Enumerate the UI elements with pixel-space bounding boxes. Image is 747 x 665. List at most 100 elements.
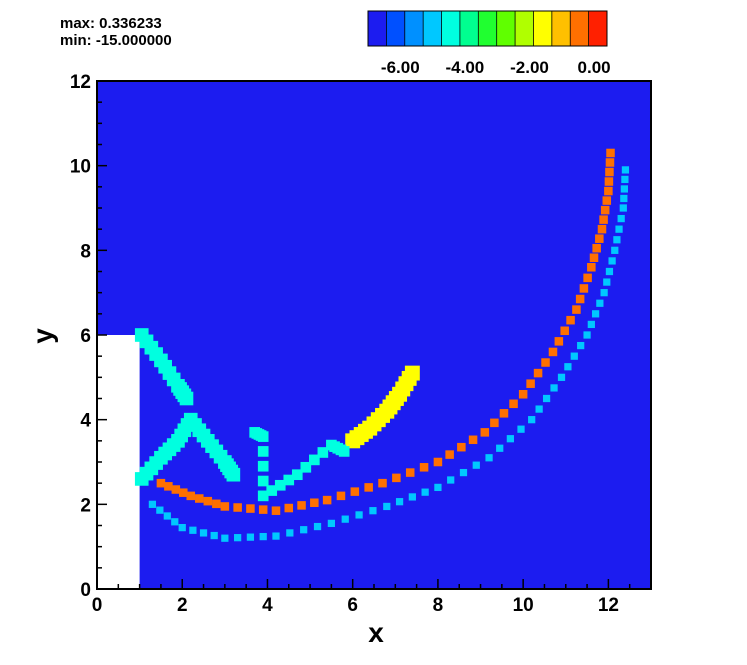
- feature-cell: [620, 194, 628, 203]
- feature-cell: [499, 409, 509, 418]
- feature-cell: [509, 399, 518, 409]
- feature-cell: [550, 384, 558, 392]
- feature-cell: [297, 501, 306, 510]
- feature-cell: [587, 320, 595, 329]
- feature-cell: [480, 428, 490, 437]
- colorbar-tick-label: -2.00: [510, 58, 549, 77]
- feature-cell: [589, 253, 599, 263]
- feature-cell: [597, 224, 607, 234]
- feature-cell: [591, 310, 600, 318]
- feature-cell: [199, 529, 208, 537]
- feature-cell: [369, 507, 377, 515]
- colorbar-swatch: [570, 11, 590, 46]
- feature-cell: [212, 499, 221, 509]
- colorbar-tick-label: 0.00: [578, 58, 611, 77]
- feature-cell: [156, 478, 166, 488]
- feature-cell: [234, 534, 242, 542]
- feature-cell: [579, 284, 589, 293]
- feature-cell: [419, 463, 429, 472]
- y-tick-label: 4: [80, 411, 91, 432]
- feature-cell: [518, 390, 528, 399]
- feature-cell: [619, 204, 627, 212]
- feature-cell: [309, 454, 320, 466]
- feature-cell: [257, 460, 269, 472]
- feature-cell: [548, 347, 558, 357]
- feature-cell: [259, 532, 267, 541]
- feature-cell: [233, 503, 242, 512]
- feature-cell: [611, 246, 619, 254]
- feature-cell: [203, 496, 213, 506]
- colorbar-frame: [367, 10, 608, 47]
- feature-cell: [433, 457, 443, 467]
- feature-cell: [189, 526, 197, 534]
- feature-lower-wall-jet: [134, 412, 241, 486]
- feature-cell: [603, 278, 611, 286]
- feature-cell: [526, 379, 535, 388]
- feature-cell: [604, 177, 614, 186]
- colorbar-swatch: [423, 11, 443, 46]
- colorbar-swatch: [588, 11, 608, 46]
- feature-cell: [171, 518, 179, 526]
- feature-cell: [246, 533, 255, 541]
- feature-cell: [405, 468, 415, 477]
- feature-cell: [171, 485, 181, 494]
- feature-cell: [313, 522, 322, 531]
- feature-cell: [621, 175, 629, 184]
- feature-cell: [605, 267, 614, 276]
- feature-cell: [517, 425, 525, 433]
- feature-cell: [284, 503, 294, 513]
- x-tick-label: 8: [433, 595, 444, 616]
- feature-cell: [220, 502, 230, 511]
- feature-cell: [156, 506, 164, 514]
- feature-cell: [560, 326, 569, 336]
- x-tick-label: 2: [177, 595, 188, 616]
- feature-cell: [179, 488, 188, 497]
- feature-cell: [300, 526, 308, 534]
- blank-region: [97, 335, 140, 589]
- feature-cell: [404, 365, 420, 381]
- feature-upper-wall-jet: [134, 328, 194, 406]
- feature-cell: [606, 148, 615, 158]
- feature-cell: [554, 337, 564, 346]
- feature-cell: [392, 473, 401, 483]
- feature-cell: [599, 215, 608, 224]
- x-tick-label: 10: [513, 595, 534, 616]
- colorbar-swatch: [459, 11, 479, 46]
- feature-cell: [605, 167, 614, 177]
- colorbar-swatch: [515, 11, 534, 46]
- feature-cell: [364, 483, 373, 492]
- x-tick-label: 6: [347, 595, 358, 616]
- field-background: [97, 81, 651, 589]
- y-axis-label: y: [27, 328, 58, 344]
- field-max-label: max: 0.336233: [60, 15, 162, 32]
- feature-cell: [283, 474, 295, 486]
- colorbar-swatch: [368, 11, 387, 46]
- feature-cell: [535, 405, 543, 413]
- feature-cell: [434, 483, 442, 492]
- feature-outer-arc-inner: [156, 148, 615, 515]
- y-tick-label: 2: [80, 495, 91, 516]
- feature-cell: [615, 225, 623, 233]
- y-tick-label: 12: [70, 72, 91, 93]
- feature-cell: [378, 478, 387, 488]
- feature-cell: [257, 446, 269, 457]
- feature-cell: [459, 468, 468, 477]
- field-min-label: min: -15.000000: [60, 32, 172, 49]
- feature-cell: [322, 495, 332, 505]
- feature-cell: [506, 435, 514, 443]
- feature-cell: [572, 305, 581, 314]
- feature-cell: [600, 205, 610, 215]
- feature-cell: [300, 461, 312, 473]
- x-tick-label: 4: [262, 595, 273, 616]
- feature-cell: [186, 491, 196, 501]
- feature-cell: [163, 512, 171, 520]
- feature-cell: [596, 299, 604, 307]
- y-tick-label: 8: [80, 241, 91, 262]
- feature-cell: [468, 435, 478, 445]
- feature-cell: [246, 504, 255, 513]
- feature-cell: [221, 534, 229, 542]
- feature-cell: [605, 158, 615, 167]
- feature-cell: [341, 515, 349, 523]
- feature-cell: [350, 487, 360, 496]
- feature-cell: [600, 289, 608, 297]
